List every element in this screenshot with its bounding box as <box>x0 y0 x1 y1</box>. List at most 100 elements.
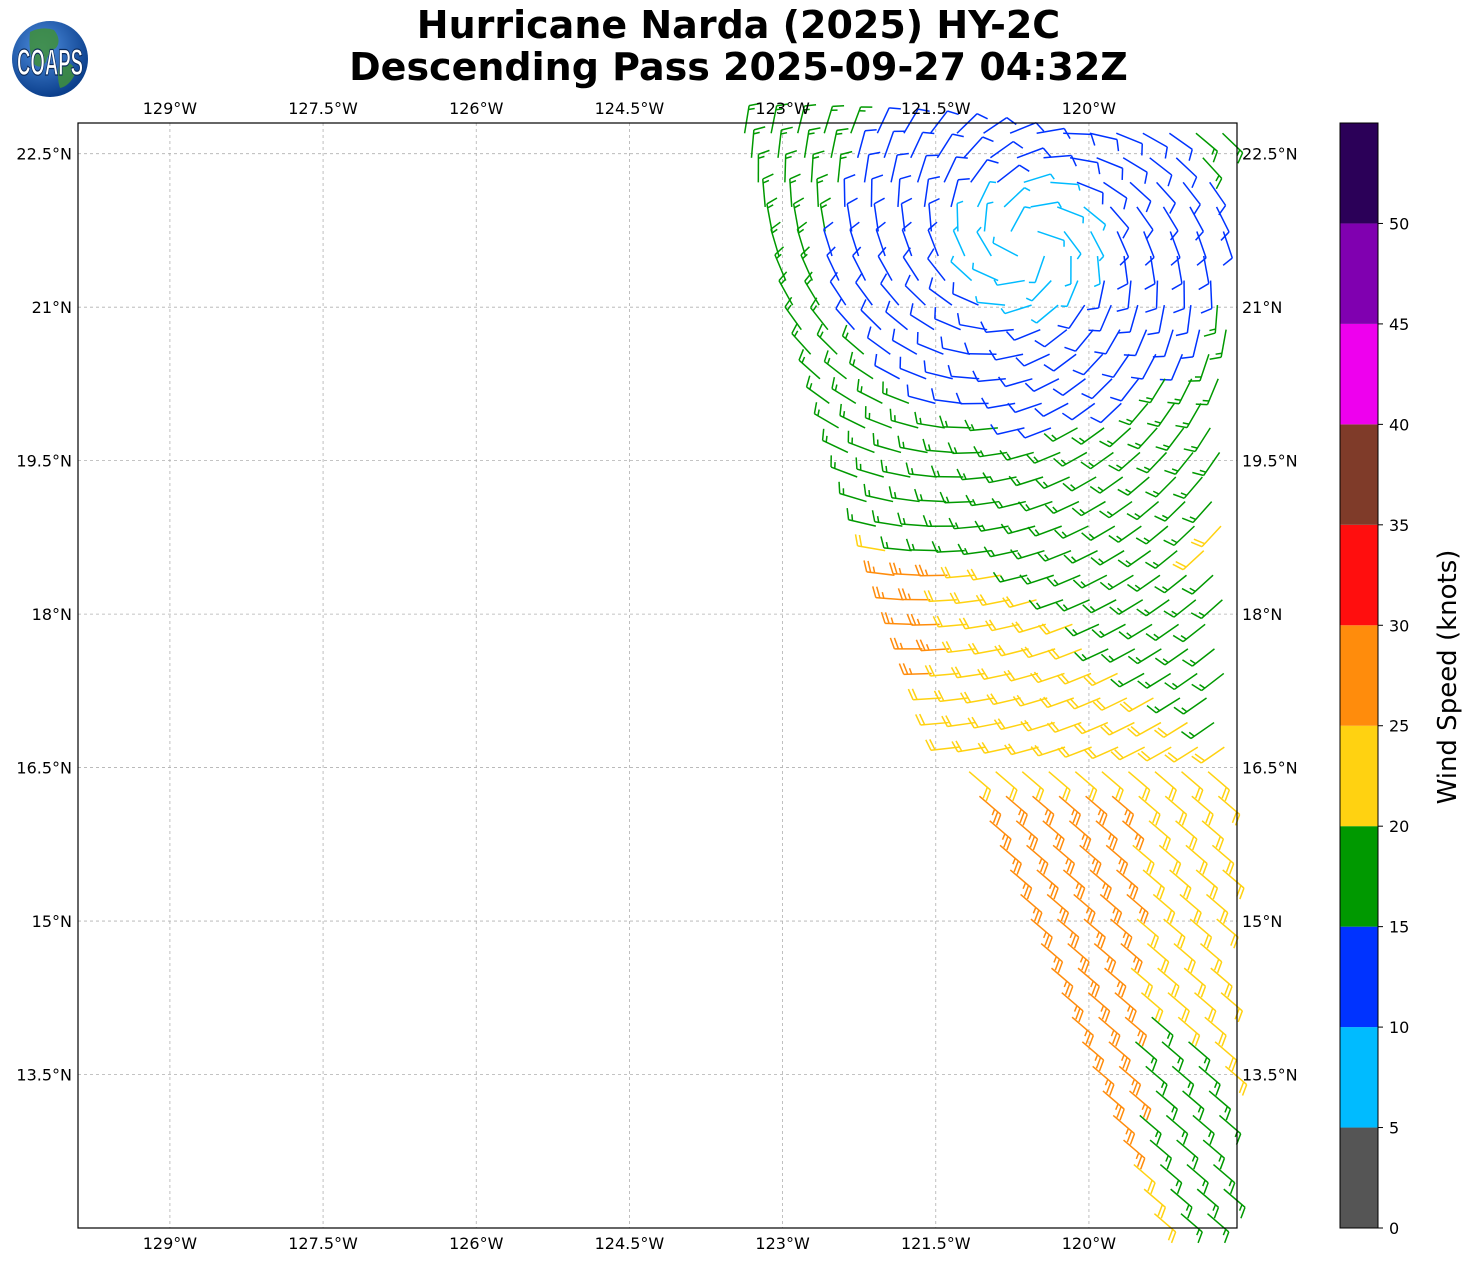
wind-barb <box>996 164 1030 183</box>
lat-tick-label: 18°N <box>32 605 72 624</box>
wind-barb <box>1144 255 1156 290</box>
wind-barb <box>1056 918 1080 949</box>
lon-tick-label: 129°W <box>143 1234 198 1253</box>
wind-barb <box>1170 1188 1193 1219</box>
wind-barb <box>1127 427 1158 450</box>
wind-barb <box>852 246 867 281</box>
wind-barb <box>803 127 821 158</box>
colorbar-tick-label: 20 <box>1389 817 1409 836</box>
wind-barb <box>1099 500 1133 519</box>
lat-tick-label: 22.5°N <box>16 145 72 164</box>
colorbar-tick-label: 15 <box>1389 918 1409 937</box>
wind-barb <box>1165 1114 1189 1145</box>
wind-barb <box>784 296 802 331</box>
wind-barb <box>805 375 830 404</box>
wind-barb <box>1183 967 1207 998</box>
lon-tick-label: 127.5°W <box>288 99 358 118</box>
wind-barb <box>1083 672 1118 687</box>
wind-barb <box>914 488 947 503</box>
wind-barb <box>830 127 849 158</box>
wind-barb <box>1138 378 1166 404</box>
wind-barb <box>1145 550 1178 569</box>
wind-barb <box>1112 1114 1136 1145</box>
wind-barb <box>891 328 918 355</box>
wind-barb <box>1195 378 1219 406</box>
colorbar-bin <box>1340 323 1378 425</box>
wind-barb <box>1040 942 1064 974</box>
wind-barb <box>1056 672 1092 685</box>
wind-barb <box>1155 427 1185 451</box>
wind-barb <box>1071 1016 1095 1047</box>
wind-barb <box>1192 452 1221 477</box>
wind-barb <box>928 197 940 232</box>
wind-barb <box>1037 230 1065 247</box>
wind-barb <box>1201 820 1225 851</box>
wind-barb <box>1061 992 1084 1023</box>
wind-barb <box>843 173 856 207</box>
wind-barb <box>1173 280 1186 314</box>
wind-barb <box>1076 181 1104 205</box>
wind-barb <box>1090 402 1122 424</box>
wind-barb <box>1191 672 1225 692</box>
wind-barb <box>1137 672 1172 689</box>
wind-barb <box>1019 574 1055 585</box>
wind-barb <box>1143 231 1155 266</box>
wind-barb <box>1030 671 1065 684</box>
wind-barb <box>1159 1163 1183 1195</box>
wind-barb <box>1138 795 1161 826</box>
wind-barb <box>1114 992 1137 1023</box>
wind-barb <box>1036 549 1072 562</box>
wind-barb <box>1164 795 1188 826</box>
wind-barb <box>774 246 787 281</box>
wind-barb <box>948 517 983 530</box>
wind-barb <box>992 236 1019 257</box>
wind-barb <box>880 611 914 626</box>
wind-barb <box>1152 893 1176 924</box>
wind-barb <box>1123 329 1148 357</box>
wind-barb <box>1130 967 1154 998</box>
wind-barb <box>1216 918 1239 949</box>
wind-barb <box>1207 1213 1230 1244</box>
wind-barb <box>1089 476 1124 494</box>
wind-barb <box>952 225 966 257</box>
wind-barb <box>989 820 1012 851</box>
wind-barb <box>1109 378 1140 402</box>
wind-barb <box>1198 255 1210 291</box>
wind-barb <box>810 150 825 183</box>
wind-barb <box>968 771 992 802</box>
wind-barb <box>1072 353 1104 376</box>
wind-barb <box>816 323 838 355</box>
wind-barb <box>932 615 967 628</box>
wind-barb <box>1094 329 1121 355</box>
lat-tick-label: 22.5°N <box>1242 145 1298 164</box>
wind-barb <box>924 664 959 677</box>
wind-barb <box>873 197 885 232</box>
wind-barb <box>821 428 849 454</box>
wind-barb <box>1163 599 1197 618</box>
wind-barb <box>1096 157 1124 180</box>
wind-barb <box>1081 525 1116 541</box>
wind-barb <box>899 356 927 380</box>
lat-tick-label: 16.5°N <box>1242 759 1298 778</box>
wind-barb <box>980 321 1014 333</box>
wind-barb <box>916 154 938 183</box>
wind-barb <box>1146 697 1181 714</box>
wind-barb <box>1179 893 1202 924</box>
wind-barb <box>1116 280 1132 313</box>
wind-barb <box>906 613 940 626</box>
wind-barb <box>1062 869 1086 900</box>
wind-barb <box>907 688 942 701</box>
wind-barb <box>1089 869 1112 900</box>
wind-barb <box>1190 525 1222 548</box>
wind-barb <box>1095 820 1118 851</box>
wind-barb <box>1162 206 1179 241</box>
wind-barb <box>1043 154 1077 167</box>
wind-barb <box>1030 201 1062 209</box>
wind-barb <box>1100 721 1135 736</box>
wind-barb <box>1145 1065 1168 1096</box>
wind-barb <box>1089 231 1105 262</box>
wind-barb <box>1032 795 1055 826</box>
wind-barb <box>1090 550 1125 566</box>
wind-barb <box>1172 623 1206 643</box>
wind-barb <box>1081 1041 1105 1072</box>
